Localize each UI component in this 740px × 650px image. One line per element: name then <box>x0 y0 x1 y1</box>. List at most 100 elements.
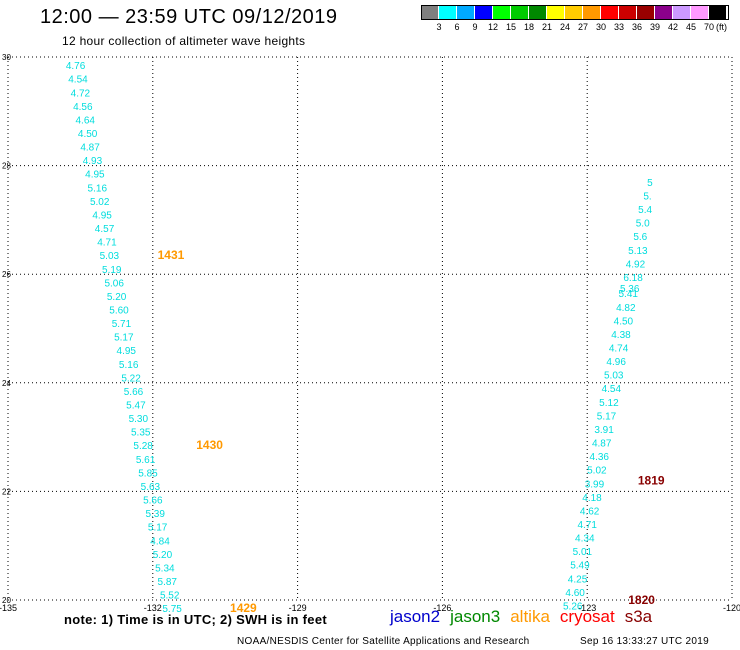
latitude-tick-label: 24 <box>2 379 11 388</box>
satellite-legend-item: jason2 <box>390 607 441 626</box>
wave-height-label: 4.62 <box>580 506 600 517</box>
wave-height-label: 5.60 <box>109 305 129 316</box>
wave-height-label: 4.56 <box>73 102 93 113</box>
color-swatch-label: 36 <box>631 22 642 32</box>
wave-height-label: 5.34 <box>155 563 175 574</box>
wave-height-label: 5.30 <box>129 414 149 425</box>
color-swatch-label: 30 <box>595 22 606 32</box>
wave-height-label: 5.66 <box>124 387 144 398</box>
wave-height-label: 4.84 <box>150 536 170 547</box>
wave-height-label: 4.95 <box>92 210 112 221</box>
latitude-tick-label: 30 <box>2 53 11 62</box>
pass-time-label: 1430 <box>196 438 223 452</box>
wave-height-label: 4.50 <box>614 316 634 327</box>
color-swatch-label: 42 <box>667 22 678 32</box>
pass-time-label: 1429 <box>230 601 257 615</box>
color-swatch <box>475 5 493 20</box>
color-swatch <box>655 5 673 20</box>
color-swatch <box>457 5 475 20</box>
longitude-tick-label: -135 <box>0 603 17 613</box>
wave-height-label: 4.18 <box>582 493 602 504</box>
wave-height-label: 5.20 <box>153 550 173 561</box>
latitude-tick-label: 28 <box>2 162 11 171</box>
wave-height-label: 5.47 <box>126 401 146 412</box>
longitude-tick-label: -123 <box>578 603 596 613</box>
wave-height-label: 4.60 <box>565 588 585 599</box>
wave-height-label: 5.66 <box>143 496 163 507</box>
satellite-legend-item: cryosat <box>559 607 615 626</box>
color-swatch <box>565 5 583 20</box>
wave-height-label: 4.54 <box>68 75 88 86</box>
color-swatch-label: 18 <box>523 22 534 32</box>
wave-height-label: 5.39 <box>145 509 165 520</box>
color-swatch-label: 70 <box>703 22 714 32</box>
pass-time-label: 1819 <box>638 474 665 488</box>
wave-height-label: 5.19 <box>102 265 122 276</box>
wave-height-label: 5.13 <box>628 246 648 257</box>
wave-height-label: 4.96 <box>606 357 626 368</box>
wave-height-label: 5.20 <box>107 292 127 303</box>
wave-height-label: 5.28 <box>133 441 153 452</box>
wave-height-label: 4.34 <box>575 534 595 545</box>
wave-height-label: 4.95 <box>85 170 105 181</box>
latitude-tick-label: 26 <box>2 270 11 279</box>
wave-height-label: 5.0 <box>636 219 650 230</box>
wave-height-label: 5.35 <box>131 428 151 439</box>
wave-height-label: 4.87 <box>592 439 612 450</box>
wave-height-label: 5.02 <box>90 197 110 208</box>
color-swatch-label: 45 <box>685 22 696 32</box>
wave-height-label: 5.6 <box>633 232 647 243</box>
pass-time-label: 1431 <box>158 248 185 262</box>
color-swatch-label: 3 <box>436 22 442 32</box>
wave-height-label: 4.82 <box>616 303 636 314</box>
satellite-legend: jason2 jason3 altika cryosat s3a <box>390 607 662 627</box>
wave-height-label: 4.72 <box>71 88 91 99</box>
wave-height-label: 5.22 <box>121 373 141 384</box>
latitude-tick-label: 22 <box>2 487 11 496</box>
wave-height-label: 4.64 <box>75 115 95 126</box>
color-swatch-label: 39 <box>649 22 660 32</box>
color-swatch <box>493 5 511 20</box>
satellite-legend-item: jason3 <box>450 607 501 626</box>
color-swatch <box>439 5 457 20</box>
wave-height-label: 5.49 <box>570 561 590 572</box>
color-swatch <box>709 5 727 20</box>
wave-height-label: 5.16 <box>119 360 139 371</box>
wave-height-label: 5.26 <box>563 601 583 612</box>
wave-height-label: 5. <box>643 191 651 202</box>
wave-height-label: 5.4 <box>638 205 652 216</box>
wave-height-label: 6.18 <box>623 273 643 284</box>
wave-height-label: 5.16 <box>88 183 108 194</box>
page-subtitle: 12 hour collection of altimeter wave hei… <box>62 34 306 48</box>
wave-height-label: 4.50 <box>78 129 98 140</box>
wave-height-label: 4.93 <box>83 156 103 167</box>
footnote: note: 1) Time is in UTC; 2) SWH is in fe… <box>64 612 327 627</box>
wave-height-label: 3.99 <box>585 479 605 490</box>
color-swatch-label: 9 <box>472 22 478 32</box>
wave-height-label: 5.75 <box>162 604 182 615</box>
wave-height-label: 5.71 <box>112 319 132 330</box>
color-swatch <box>583 5 601 20</box>
wave-height-label: 5.17 <box>114 333 134 344</box>
wave-height-label: 5.87 <box>158 577 178 588</box>
wave-height-label: 5.03 <box>604 371 624 382</box>
color-swatch-label: 24 <box>559 22 570 32</box>
color-swatch <box>529 5 547 20</box>
wave-height-label: 5.36 <box>620 284 640 295</box>
pass-time-label: 1820 <box>628 593 655 607</box>
color-swatch-label: 6 <box>454 22 460 32</box>
wave-height-label: 4.92 <box>626 259 646 270</box>
longitude-tick-label: -129 <box>289 603 307 613</box>
wave-height-label: 3.91 <box>594 425 614 436</box>
color-swatch <box>673 5 691 20</box>
wave-height-label: 4.71 <box>97 238 117 249</box>
wave-height-label: 5.06 <box>104 278 124 289</box>
wave-height-label: 5.52 <box>160 591 180 602</box>
longitude-tick-label: -120 <box>723 603 740 613</box>
wave-height-label: 5.03 <box>100 251 120 262</box>
wave-height-label: 4.25 <box>568 574 588 585</box>
color-swatch-label: 15 <box>505 22 516 32</box>
wave-height-label: 4.87 <box>80 143 100 154</box>
color-swatch-label: 33 <box>613 22 624 32</box>
